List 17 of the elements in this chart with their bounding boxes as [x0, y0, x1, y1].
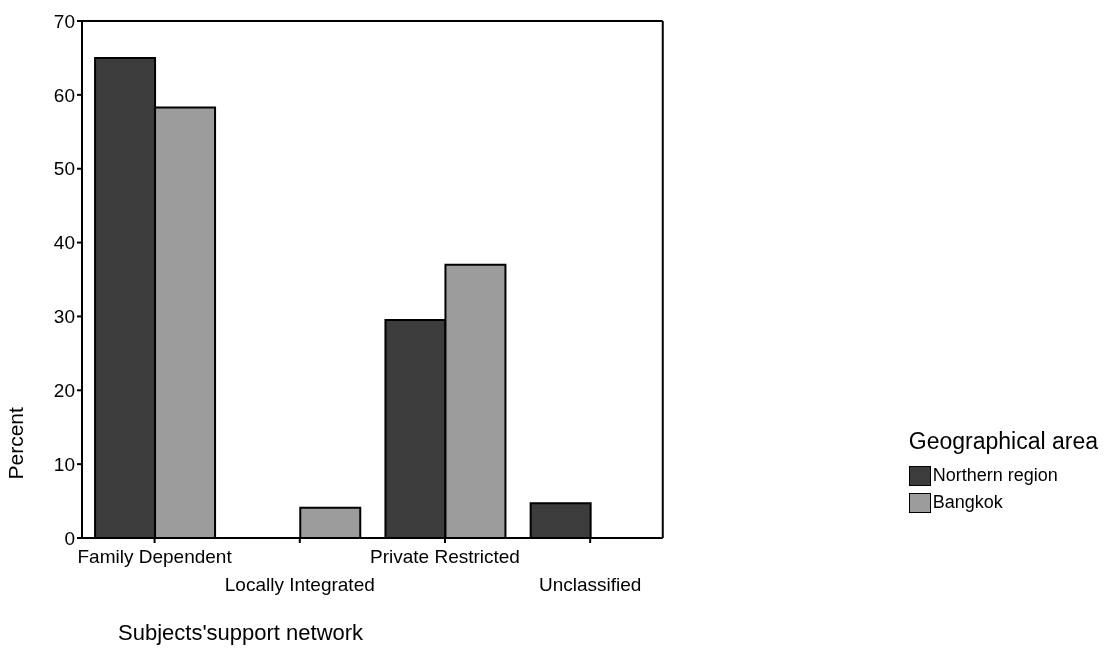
- y-tick-label: 50: [53, 158, 75, 180]
- legend-label: Northern region: [931, 465, 1059, 486]
- x-tick-label: Locally Integrated: [224, 574, 375, 595]
- x-tick-label: Unclassified: [538, 574, 642, 595]
- y-tick-label: 0: [64, 527, 75, 549]
- x-tick-label: Family Dependent: [77, 546, 233, 567]
- y-tick-label: 30: [53, 306, 75, 328]
- y-tick-label: 20: [53, 380, 75, 402]
- x-tick-label: Private Restricted: [370, 546, 520, 567]
- y-tick-label: 10: [53, 453, 75, 475]
- y-tick-label: 70: [53, 10, 75, 32]
- y-axis-title: Percent: [4, 406, 28, 480]
- legend-title: Geographical area: [908, 428, 1098, 455]
- x-axis-title: Subjects'support network: [118, 620, 364, 646]
- y-tick-label: 60: [53, 84, 75, 106]
- legend-label: Bangkok: [931, 492, 1004, 513]
- y-tick-label: 40: [53, 232, 75, 254]
